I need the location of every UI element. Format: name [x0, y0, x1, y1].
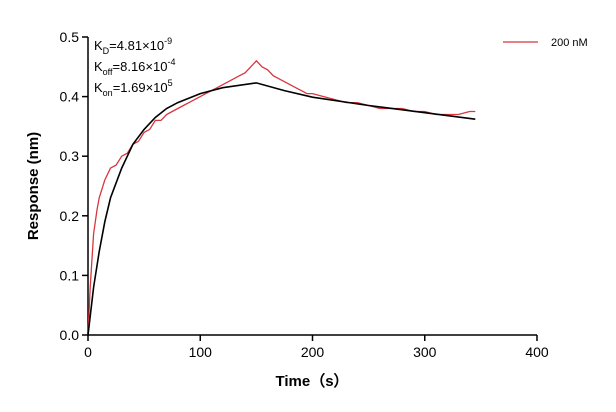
y-tick-label: 0.3: [60, 148, 80, 164]
x-tick-label: 400: [525, 344, 549, 360]
y-axis-title: Response (nm): [25, 132, 42, 240]
annotation: Koff=8.16×10-4: [94, 57, 175, 77]
annotation-text: =1.69×10: [113, 80, 168, 95]
y-tick-label: 0.1: [60, 267, 80, 283]
annotation-base: K: [94, 80, 103, 95]
data-line: [87, 59, 476, 336]
annotation-sub: off: [103, 67, 113, 77]
annotation-text: =4.81×10: [109, 38, 164, 53]
legend-label: 200 nM: [551, 37, 588, 49]
annotation: KD=4.81×10-9: [94, 36, 172, 56]
annotation-sub: D: [103, 46, 110, 56]
y-tick-label: 0.4: [60, 89, 80, 105]
y-tick-label: 0.0: [60, 327, 80, 343]
annotation-text: =8.16×10: [113, 59, 168, 74]
annotation-base: K: [94, 38, 103, 53]
x-tick-label: 200: [301, 344, 325, 360]
x-tick-label: 0: [84, 344, 92, 360]
annotation-sup: 5: [168, 78, 173, 88]
annotation: Kon=1.69×105: [94, 78, 173, 98]
x-tick-label: 300: [413, 344, 437, 360]
y-tick-label: 0.2: [60, 208, 80, 224]
x-tick-label: 100: [189, 344, 213, 360]
y-tick-label: 0.5: [60, 29, 80, 45]
data-line: [87, 82, 476, 336]
annotation-base: K: [94, 59, 103, 74]
annotation-sup: -4: [167, 57, 175, 67]
annotation-sub: on: [103, 88, 113, 98]
annotation-sup: -9: [164, 36, 172, 46]
x-axis-title: Time（s）: [275, 372, 348, 390]
